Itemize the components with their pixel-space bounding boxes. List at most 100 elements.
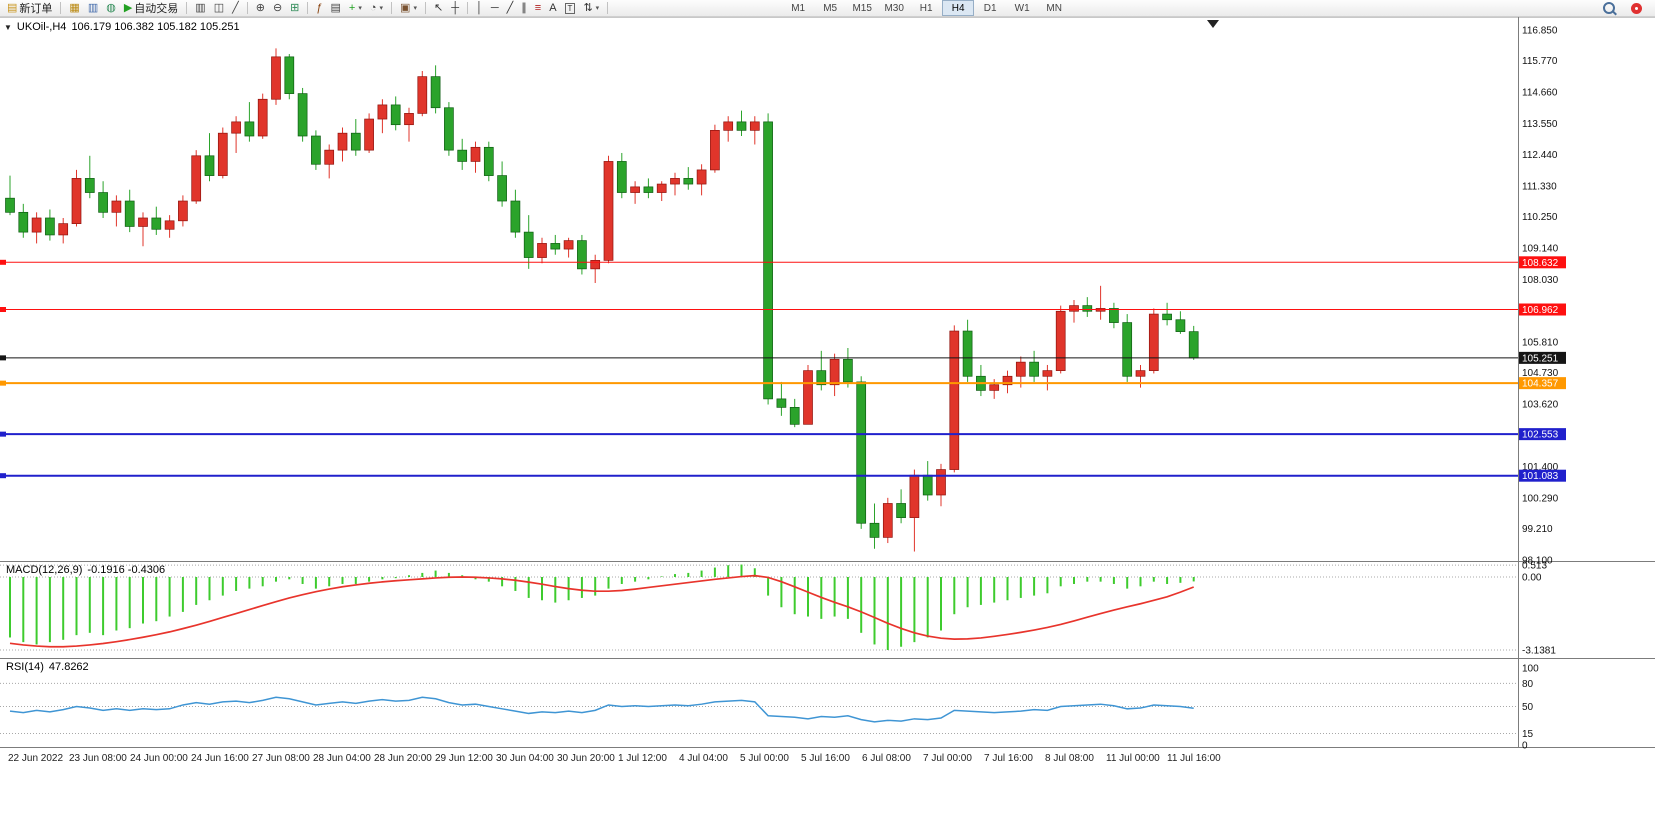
- fibonacci-button[interactable]: ≡: [531, 0, 545, 17]
- profile-button[interactable]: ▥: [84, 0, 102, 17]
- timeframe-button-w1[interactable]: W1: [1014, 2, 1030, 14]
- zoom-out-icon: ⊖: [272, 1, 283, 14]
- autotrading-button-label: 自动交易: [134, 3, 179, 15]
- svg-text:101.400: 101.400: [1522, 462, 1559, 473]
- hline-left-marker[interactable]: [0, 307, 6, 313]
- timeframe-button-m5[interactable]: M5: [823, 2, 838, 14]
- text-button[interactable]: A: [545, 0, 560, 17]
- svg-text:30 Jun 20:00: 30 Jun 20:00: [557, 753, 615, 764]
- toolbar-group: ƒ ▤ + ▾ ◔ ▾: [312, 0, 387, 17]
- timeframe-button-m1[interactable]: M1: [791, 2, 806, 14]
- zoom-out-button[interactable]: ⊖: [269, 0, 286, 17]
- timeframe-button-m15[interactable]: M15: [852, 2, 872, 14]
- vertical-line-button[interactable]: │: [472, 0, 487, 17]
- price-tag: [1519, 351, 1566, 364]
- tile-windows-icon: ⊞: [290, 1, 300, 14]
- toolbar-group: ▣ ▾: [396, 0, 421, 17]
- cursor-icon: ↖: [433, 1, 444, 14]
- tile-windows-button[interactable]: ⊞: [286, 0, 303, 17]
- svg-text:8 Jul 08:00: 8 Jul 08:00: [1045, 753, 1094, 764]
- toolbar-group: │ ─ ╱ ∥ ≡ A T ⇅ ▾: [472, 0, 603, 17]
- toolbar-group: ▤ 新订单: [3, 0, 56, 17]
- svg-text:4 Jul 04:00: 4 Jul 04:00: [679, 753, 728, 764]
- objects-list-icon: ▤: [330, 1, 341, 14]
- label-button[interactable]: T: [561, 0, 580, 17]
- cursor-button[interactable]: ↖: [430, 0, 447, 17]
- timeframe-button-h1[interactable]: H1: [919, 2, 933, 14]
- timeframe-button-h4[interactable]: H4: [942, 0, 975, 16]
- hline-left-marker[interactable]: [0, 473, 6, 479]
- svg-text:0.00: 0.00: [1522, 573, 1542, 584]
- rsi-line: [9, 696, 1194, 723]
- horizontal-line-icon: ─: [490, 1, 499, 14]
- svg-text:108.632: 108.632: [1522, 258, 1559, 269]
- chart-svg[interactable]: 116.850 115.770 114.660 113.550 112.440 111.3…: [0, 17, 1655, 768]
- toolbar-group: ▦ ▥ ◍ ▶ 自动交易: [65, 0, 182, 17]
- svg-text:7 Jul 00:00: 7 Jul 00:00: [923, 753, 972, 764]
- dropdown-caret-icon: ▾: [413, 5, 417, 12]
- timeframe-button-d1[interactable]: D1: [983, 2, 997, 14]
- svg-text:0.513: 0.513: [1522, 561, 1547, 572]
- toolbar-right-group: [1599, 0, 1646, 17]
- svg-text:100.290: 100.290: [1522, 494, 1559, 505]
- text-icon: A: [549, 1, 557, 14]
- toolbar-separator: [307, 2, 309, 14]
- add-indicator-button[interactable]: + ▾: [345, 0, 366, 17]
- dropdown-caret-icon: ▾: [379, 5, 384, 12]
- alerts-button[interactable]: [1627, 0, 1646, 17]
- hline-left-marker[interactable]: [0, 380, 6, 386]
- periods-button[interactable]: ◔ ▾: [366, 0, 387, 17]
- bar-chart-mode-button[interactable]: ▥: [191, 0, 209, 17]
- svg-text:15: 15: [1522, 729, 1534, 740]
- svg-text:101.083: 101.083: [1522, 471, 1559, 482]
- svg-text:24 Jun 00:00: 24 Jun 00:00: [130, 753, 188, 764]
- toolbar-separator: [424, 2, 426, 14]
- symbol-marker-icon[interactable]: ▼: [4, 22, 12, 32]
- price-tag: [1519, 428, 1566, 441]
- hline-left-marker[interactable]: [0, 355, 6, 361]
- vertical-line-icon: │: [475, 1, 483, 14]
- search-button[interactable]: [1599, 0, 1619, 17]
- new-order-button[interactable]: ▤ 新订单: [3, 0, 56, 17]
- crosshair-button[interactable]: ┼: [447, 0, 463, 17]
- timeframe-button-mn[interactable]: MN: [1046, 2, 1062, 14]
- zoom-in-button[interactable]: ⊕: [252, 0, 269, 17]
- new-order-button-label: 新订单: [19, 3, 53, 15]
- svg-text:108.030: 108.030: [1522, 275, 1559, 286]
- indicators-icon: ƒ: [316, 1, 323, 14]
- line-chart-icon: ╱: [232, 1, 239, 14]
- svg-text:113.550: 113.550: [1522, 119, 1558, 130]
- chart-title: ▼ UKOil-,H4 106.179 106.382 105.182 105.…: [4, 21, 240, 33]
- channel-button[interactable]: ∥: [517, 0, 531, 17]
- svg-text:80: 80: [1522, 679, 1534, 690]
- svg-text:116.850: 116.850: [1522, 26, 1558, 37]
- objects-list-button[interactable]: ▤: [327, 0, 345, 17]
- template-button[interactable]: ▣ ▾: [396, 0, 421, 17]
- candlesticks-icon: ◫: [213, 1, 225, 14]
- clock-icon: ◔: [369, 1, 377, 14]
- template-icon: ▣: [400, 1, 411, 14]
- hline-left-marker[interactable]: [0, 259, 6, 265]
- candlestick-mode-button[interactable]: ◫: [210, 0, 228, 17]
- toolbar-group: ⊕ ⊖ ⊞: [252, 0, 304, 17]
- rsi-indicator-value: 47.8262: [48, 661, 89, 673]
- arrows-button[interactable]: ⇅ ▾: [579, 0, 603, 17]
- trendline-button[interactable]: ╱: [503, 0, 518, 17]
- svg-text:112.440: 112.440: [1522, 150, 1558, 161]
- market-news-button[interactable]: ◍: [102, 0, 120, 17]
- timeframe-button-m30[interactable]: M30: [884, 2, 904, 14]
- dropdown-caret-icon: ▾: [595, 5, 600, 12]
- search-icon: [1603, 2, 1615, 14]
- toolbar-separator: [60, 2, 62, 14]
- svg-text:0: 0: [1522, 741, 1528, 752]
- autotrading-play-icon: ▶: [123, 1, 133, 14]
- horizontal-line-button[interactable]: ─: [487, 0, 503, 17]
- svg-text:28 Jun 04:00: 28 Jun 04:00: [313, 753, 371, 764]
- charts-window-button[interactable]: ▦: [65, 0, 83, 17]
- hline-left-marker[interactable]: [0, 431, 6, 437]
- autotrading-button[interactable]: ▶ 自动交易: [120, 0, 182, 17]
- line-chart-mode-button[interactable]: ╱: [228, 0, 243, 17]
- alert-badge-icon: [1631, 2, 1642, 14]
- indicators-button[interactable]: ƒ: [312, 0, 326, 17]
- svg-text:100: 100: [1522, 664, 1539, 675]
